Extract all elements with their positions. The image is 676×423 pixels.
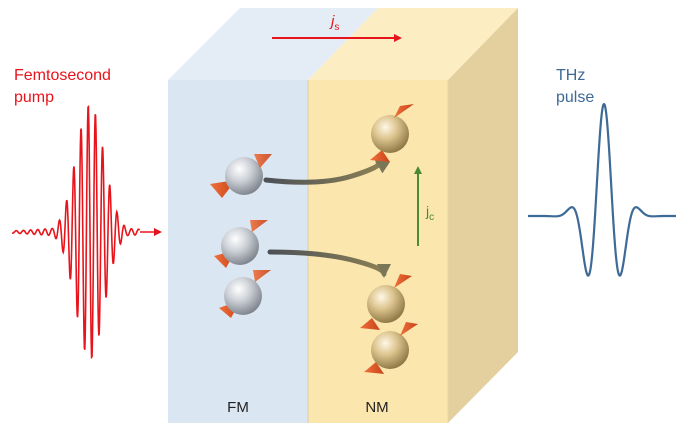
spin-cone-icon	[370, 150, 390, 162]
pump-label-line2: pump	[14, 89, 54, 106]
pump-label-line1: Femtosecond	[14, 67, 111, 84]
spin-cone-icon	[394, 104, 414, 118]
nm-electron-1	[370, 104, 414, 162]
spin-transfer-arrow-lower	[267, 249, 391, 278]
pump-pulse-waveform	[11, 104, 141, 360]
spin-cone-icon	[250, 220, 268, 232]
spin-cone-icon	[400, 322, 418, 336]
fm-electron-3	[219, 270, 271, 318]
fm-electron-2	[214, 220, 268, 268]
spin-cone-icon	[360, 318, 380, 330]
charge-current-indicator: jc	[414, 166, 434, 246]
nm-electron-2	[360, 274, 412, 330]
nm-layer-label: NM	[365, 399, 388, 416]
thz-pulse-waveform	[527, 102, 676, 277]
sample-slab	[168, 8, 518, 423]
nm-layer-side-face	[448, 8, 518, 423]
fm-electron-1	[210, 154, 272, 198]
fm-layer-label: FM	[227, 399, 249, 416]
spin-transfer-arrow-upper	[263, 159, 391, 185]
nm-electron-3	[364, 322, 418, 374]
charge-current-label: jc	[425, 203, 434, 223]
thz-label-line2: pulse	[556, 89, 594, 106]
spin-current-indicator: js	[272, 13, 402, 42]
spin-current-label: js	[329, 13, 339, 33]
thz-label-line1: THz	[556, 67, 585, 84]
spin-cone-icon	[253, 270, 271, 282]
thz-pulse: THz pulse	[527, 67, 676, 277]
spin-cone-icon	[254, 154, 272, 168]
spin-cone-icon	[394, 274, 412, 288]
femtosecond-pump: Femtosecond pump	[11, 67, 162, 360]
spin-cone-icon	[364, 362, 384, 374]
